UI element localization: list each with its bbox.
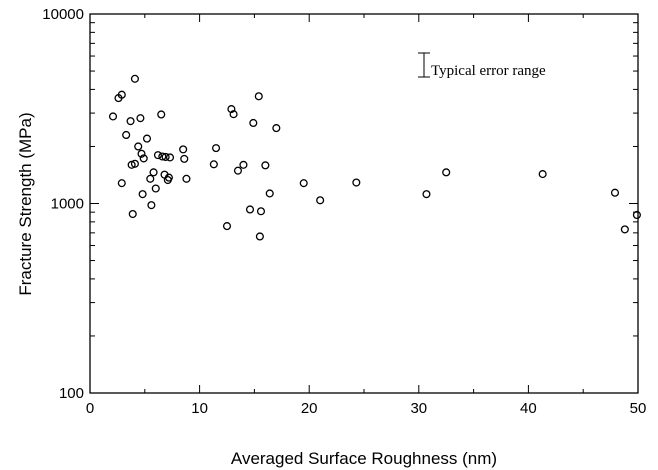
data-point <box>134 142 143 151</box>
data-point <box>222 222 232 231</box>
y-tick-label: 1000 <box>51 196 84 213</box>
data-point <box>180 154 189 163</box>
axis-ticks <box>89 13 639 394</box>
data-point <box>272 124 281 133</box>
data-point <box>146 174 155 183</box>
data-point <box>157 110 166 119</box>
x-tick-label: 50 <box>630 400 647 417</box>
data-point <box>179 145 188 154</box>
data-point <box>316 196 325 205</box>
y-tick-label: 100 <box>59 385 84 402</box>
data-point <box>211 144 221 153</box>
data-point <box>137 149 146 158</box>
data-point <box>182 174 191 183</box>
data-point <box>352 178 361 187</box>
data-point <box>108 112 118 121</box>
data-point <box>620 225 629 234</box>
data-point <box>249 118 258 128</box>
data-point <box>122 130 131 140</box>
x-tick-label: 10 <box>191 400 208 417</box>
data-point <box>299 179 308 188</box>
x-tick-label: 40 <box>520 400 537 417</box>
data-point <box>142 134 152 143</box>
data-point <box>149 168 158 177</box>
data-point <box>422 190 431 199</box>
annotation-label: Typical error range <box>431 63 546 79</box>
data-point <box>227 105 236 114</box>
data-point <box>239 160 248 169</box>
data-point <box>151 184 160 193</box>
data-point <box>538 170 547 179</box>
data-point <box>136 114 145 123</box>
data-point <box>254 92 263 101</box>
data-point <box>261 161 270 170</box>
y-axis-title: Fracture Strength (MPa) <box>16 112 35 295</box>
data-point <box>153 151 163 160</box>
data-point <box>229 110 238 119</box>
data-point <box>265 189 274 198</box>
data-point <box>165 153 175 162</box>
data-point <box>164 173 173 182</box>
data-point <box>127 160 136 169</box>
data-point <box>138 190 147 199</box>
axis-tick-labels: 0 10 20 30 40 50 100 1000 10000 <box>42 6 646 417</box>
data-point <box>632 210 641 220</box>
x-axis-title: Averaged Surface Roughness (nm) <box>231 449 497 468</box>
data-point <box>130 159 139 168</box>
data-point <box>245 205 255 214</box>
data-point <box>209 160 218 169</box>
plot-frame <box>89 13 639 394</box>
data-point <box>130 74 139 83</box>
error-range-annotation: Typical error range <box>418 52 546 79</box>
y-tick-label: 10000 <box>42 6 84 23</box>
x-tick-label: 20 <box>301 400 318 417</box>
data-point <box>117 179 126 188</box>
data-point <box>126 117 135 126</box>
data-point <box>147 201 156 210</box>
data-point <box>128 209 137 219</box>
data-point <box>442 168 451 177</box>
data-point <box>233 166 243 175</box>
data-point <box>610 188 620 197</box>
x-tick-label: 0 <box>86 400 94 417</box>
data-point <box>139 154 148 163</box>
x-tick-label: 30 <box>410 400 427 417</box>
data-point <box>161 152 170 162</box>
data-point <box>117 90 126 99</box>
data-point <box>256 207 266 216</box>
data-point <box>158 152 167 161</box>
data-points <box>108 74 641 241</box>
data-point <box>255 232 264 241</box>
